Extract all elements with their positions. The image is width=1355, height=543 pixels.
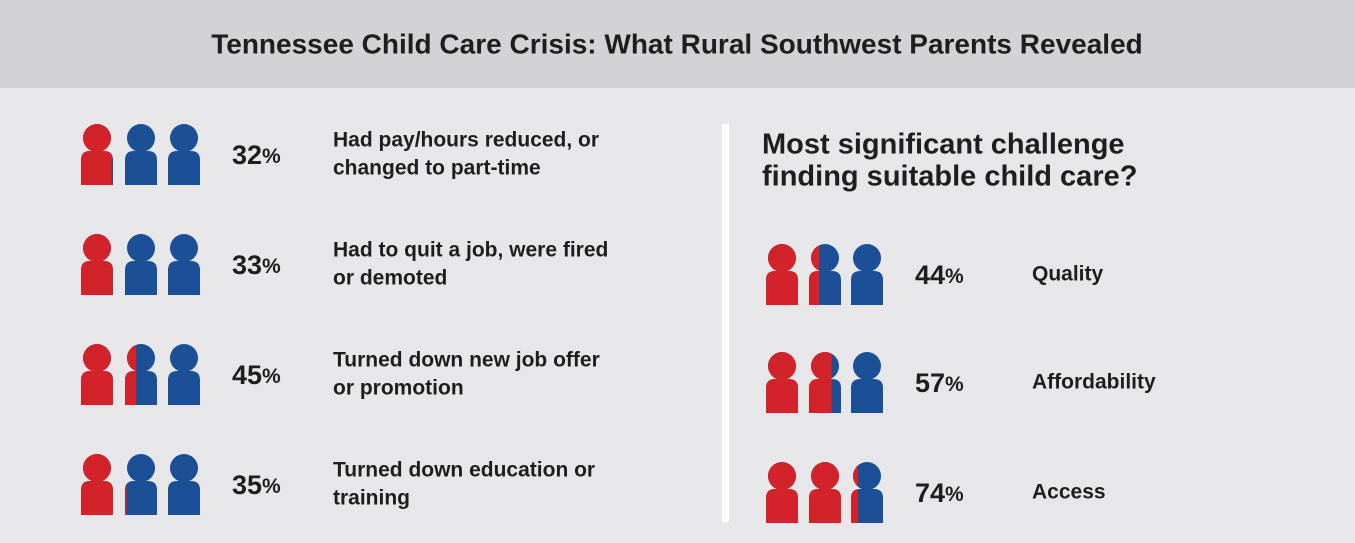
item-label: training	[333, 487, 410, 510]
icon-filled	[81, 454, 113, 515]
icon-empty	[125, 234, 157, 295]
item-label: changed to part-time	[333, 157, 541, 180]
heading: Most significant challenge	[762, 129, 1125, 161]
percent-value: 45	[232, 360, 262, 390]
item-label: Turned down new job offer	[333, 349, 600, 372]
percent-value: 74	[915, 478, 945, 508]
percent-unit: %	[262, 145, 281, 168]
icon-filled	[766, 352, 798, 413]
item-label: or demoted	[333, 267, 447, 290]
icon-filled	[81, 344, 113, 405]
icon-filled	[81, 124, 112, 185]
percent-unit: %	[945, 483, 964, 506]
percent-unit: %	[262, 365, 281, 388]
icon-empty	[168, 124, 200, 185]
icon-empty	[125, 454, 157, 515]
item-label: Quality	[1032, 263, 1104, 286]
icon-filled	[125, 344, 137, 405]
item-label: Access	[1032, 481, 1106, 504]
icon-empty	[168, 234, 200, 295]
percent-unit: %	[262, 475, 281, 498]
percent: 35%	[232, 470, 281, 500]
item-label: Affordability	[1032, 371, 1156, 394]
item-label: or promotion	[333, 377, 464, 400]
icon-filled	[851, 462, 859, 523]
percent: 45%	[232, 360, 281, 390]
percent-value: 57	[915, 368, 945, 398]
percent-unit: %	[945, 373, 964, 396]
item-label: Turned down education or	[333, 459, 595, 482]
percent: 74%	[915, 478, 964, 508]
percent: 32%	[232, 140, 281, 170]
percent-value: 44	[915, 260, 945, 290]
icon-filled	[81, 234, 113, 295]
percent: 33%	[232, 250, 281, 280]
item-label: Had pay/hours reduced, or	[333, 129, 599, 152]
icon-empty	[851, 352, 883, 413]
icon-filled	[766, 244, 798, 305]
title: Tennessee Child Care Crisis: What Rural …	[211, 28, 1143, 59]
percent: 44%	[915, 260, 964, 290]
divider	[722, 124, 729, 522]
heading: finding suitable child care?	[762, 161, 1137, 193]
percent-value: 32	[232, 140, 262, 170]
percent-unit: %	[262, 255, 281, 278]
icon-filled	[809, 352, 832, 413]
percent-value: 33	[232, 250, 262, 280]
header-band	[0, 0, 1355, 88]
icon-empty	[125, 124, 157, 185]
icon-empty	[851, 244, 883, 305]
icon-filled	[809, 244, 820, 305]
icon-empty	[168, 454, 200, 515]
icon-filled	[809, 462, 841, 523]
item-label: Had to quit a job, were fired	[333, 239, 608, 262]
percent-value: 35	[232, 470, 262, 500]
icon-filled	[766, 462, 798, 523]
icon-empty	[168, 344, 200, 405]
percent: 57%	[915, 368, 964, 398]
percent-unit: %	[945, 265, 964, 288]
